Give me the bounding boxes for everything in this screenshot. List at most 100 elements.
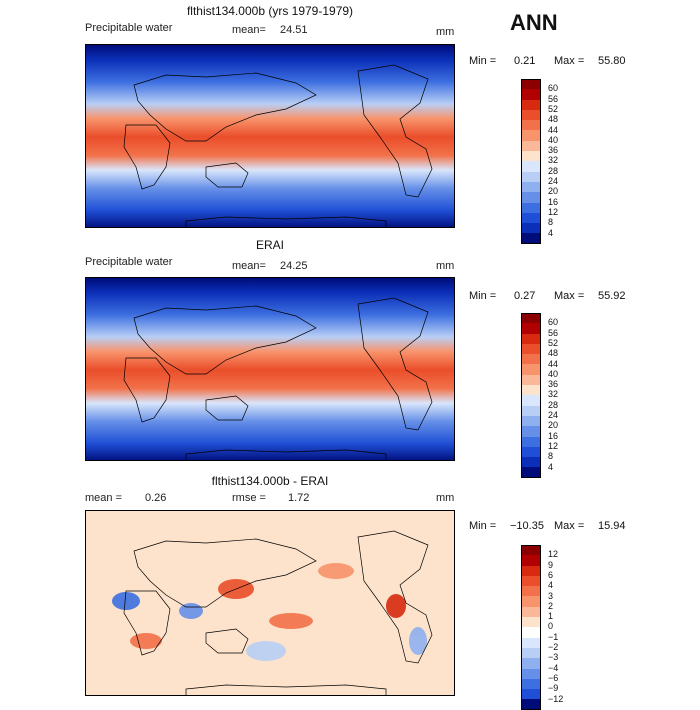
panel-2-colorbar-label: 12: [548, 440, 559, 451]
panel-3-min-value: −10.35: [510, 520, 544, 532]
panel-1-colorbar-box: [521, 161, 541, 172]
panel-3-colorbar-label: −1: [548, 631, 559, 642]
panel-2-variable-label: Precipitable water: [85, 256, 173, 268]
panel-1-map-svg: [86, 45, 454, 227]
panel-2-colorbar-label: 60: [548, 317, 559, 328]
panel-1-colorbar-box: [521, 192, 541, 203]
panel-3-max-value: 15.94: [598, 520, 626, 532]
panel-3-colorbar-label: 9: [548, 559, 554, 570]
panel-2-colorbar-box: [521, 467, 541, 478]
panel-3-colorbar-label: −12: [548, 693, 564, 704]
panel-2-min-value: 0.27: [514, 290, 536, 302]
panel-3-rmse-label: rmse =: [232, 492, 266, 504]
panel-1-colorbar-label: 20: [548, 186, 559, 197]
panel-1-colorbar-box: [521, 202, 541, 213]
panel-3-colorbar-box: [521, 586, 541, 597]
panel-1-colorbar-label: 48: [548, 114, 559, 125]
panel-3-colorbar-box: [521, 617, 541, 628]
panel-1-colorbar-box: [521, 151, 541, 162]
panel-2-colorbar-box: [521, 385, 541, 396]
panel-1-colorbar-label: 52: [548, 103, 559, 114]
panel-3-colorbar-box: [521, 565, 541, 576]
panel-1-colorbar-box: [521, 223, 541, 234]
panel-2-colorbar-label: 20: [548, 420, 559, 431]
panel-3-colorbar-box: [521, 637, 541, 648]
panel-3-colorbar-label: 6: [548, 569, 554, 580]
season-label: ANN: [510, 10, 558, 35]
panel-1-colorbar-label: 4: [548, 227, 554, 238]
panel-3-colorbar-box: [521, 668, 541, 679]
panel-2-colorbar-box: [521, 395, 541, 406]
panel-3-colorbar-label: 2: [548, 600, 554, 611]
panel-3-colorbar-box: [521, 627, 541, 638]
panel-1-colorbar-label: 8: [548, 217, 554, 228]
panel-1-colorbar-box: [521, 120, 541, 131]
panel-1-colorbar-box: [521, 233, 541, 244]
panel-1-colorbar-box: [521, 140, 541, 152]
panel-2-colorbar-label: 36: [548, 379, 559, 390]
panel-3-colorbar-label: 12: [548, 549, 559, 560]
panel-2-colorbar-box: [521, 333, 541, 344]
panel-1-colorbar-label: 12: [548, 206, 559, 217]
panel-2-max-value: 55.92: [598, 290, 626, 302]
panel-2-colorbar-box: [521, 405, 541, 416]
panel-3-colorbar-box: [521, 647, 541, 659]
panel-2-colorbar-label: 56: [548, 327, 559, 338]
panel-2-title: ERAI: [255, 238, 284, 252]
panel-3-colorbar-label: −4: [548, 662, 559, 673]
panel-2-mean-value: 24.25: [280, 260, 308, 272]
panel-2-colorbar-box: [521, 374, 541, 386]
panel-3-mean-value: 0.26: [145, 492, 167, 504]
panel-3-colorbar: 12 9 6 4 3 2 1 0 −1 −2 −3 −4 −6 −9 −12: [521, 545, 563, 710]
panel-2-colorbar-label: 44: [548, 358, 559, 369]
panel-2-colorbar-box: [521, 364, 541, 375]
panel-1-units: mm: [436, 26, 455, 38]
panel-2-colorbar: 60 56 52 48 44 40 36 32 28 24 20 16 12 8 4: [521, 313, 558, 478]
panel-1-min-label: Min =: [469, 55, 497, 67]
panel-1-map: [85, 44, 455, 228]
panel-1-colorbar-box: [521, 99, 541, 110]
panel-2-colorbar-label: 24: [548, 410, 559, 420]
panel-3-colorbar-box: [521, 575, 541, 587]
panel-2-colorbar-box: [521, 323, 541, 334]
panel-3-map: [85, 510, 455, 696]
panel-3-colorbar-label: 1: [548, 611, 554, 622]
panel-1-colorbar: 60 56 52 48 44 40 36 32 28 24 20 16 12 8 4: [521, 79, 558, 244]
panel-3-colorbar-box: [521, 699, 541, 710]
panel-3-colorbar-label: −3: [548, 652, 559, 663]
panel-2-colorbar-box: [521, 415, 541, 427]
panel-2-colorbar-box: [521, 436, 541, 447]
panel-1-colorbar-box: [521, 181, 541, 193]
panel-2-units: mm: [436, 260, 455, 272]
panel-2-colorbar-box: [521, 354, 541, 365]
panel-1-colorbar-box: [521, 212, 541, 224]
panel-2-colorbar-box: [521, 426, 541, 437]
panel-2-colorbar-label: 28: [548, 399, 559, 410]
panel-1-colorbar-label: 40: [548, 134, 559, 145]
panel-1-max-value: 55.80: [598, 55, 626, 67]
panel-1-colorbar-label: 44: [548, 124, 559, 135]
panel-1-title: flthist134.000b (yrs 1979-1979): [186, 4, 354, 18]
panel-3-units: mm: [436, 492, 455, 504]
panel-1-colorbar-box: [521, 171, 541, 182]
panel-2-colorbar-label: 16: [548, 430, 559, 441]
panel-3-colorbar-box: [521, 555, 541, 566]
panel-2-colorbar-label: 32: [548, 389, 559, 400]
panel-2-colorbar-box: [521, 446, 541, 458]
panel-3-colorbar-label: −9: [548, 683, 559, 694]
panel-1-colorbar-box: [521, 89, 541, 100]
panel-1-colorbar-box: [521, 109, 541, 121]
panel-1-colorbar-box: [521, 79, 541, 90]
panel-3-colorbar-box: [521, 596, 541, 607]
panel-2-mean-label: mean=: [232, 260, 266, 272]
panel-2-colorbar-label: 52: [548, 337, 559, 348]
panel-3-colorbar-label: −6: [548, 672, 559, 683]
panel-3-min-label: Min =: [469, 520, 497, 532]
panel-1-variable-label: Precipitable water: [85, 22, 173, 34]
panel-3-rmse-value: 1.72: [288, 492, 310, 504]
panel-2-colorbar-box: [521, 457, 541, 468]
panel-2-colorbar-box: [521, 343, 541, 355]
panel-3-colorbar-box: [521, 658, 541, 669]
panel-2-colorbar-label: 40: [548, 368, 559, 379]
panel-3-max-label: Max =: [554, 520, 585, 532]
